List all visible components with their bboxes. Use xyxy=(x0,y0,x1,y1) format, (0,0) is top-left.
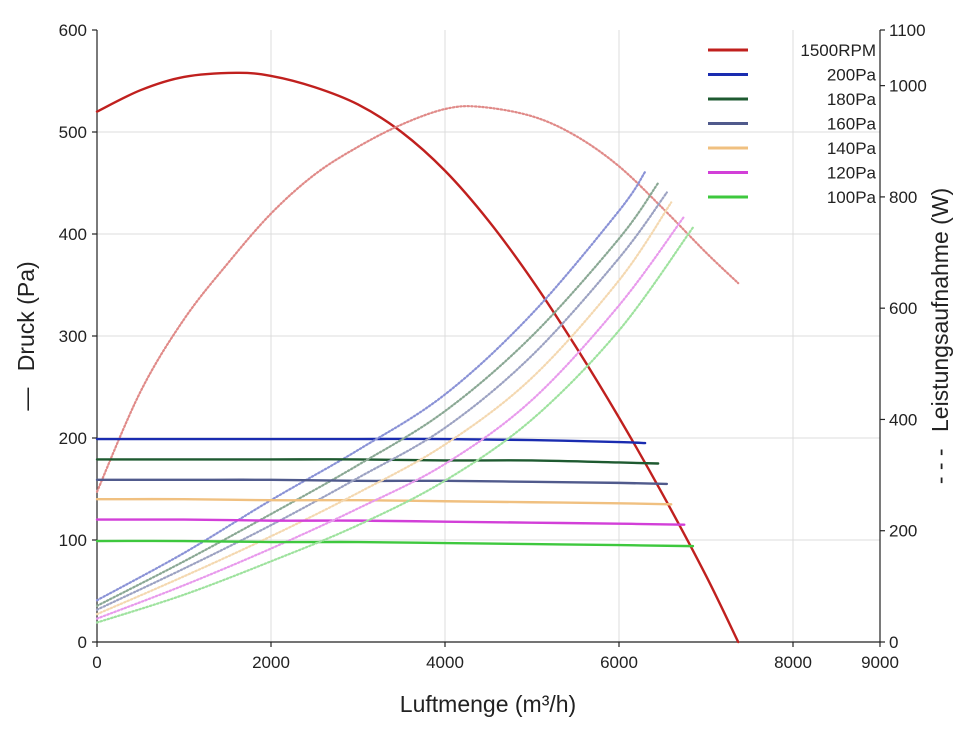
y2-tick-label: 1000 xyxy=(889,77,927,96)
series-line-1500rpm-pressure xyxy=(95,71,740,644)
series-line-140pa-pressure xyxy=(95,497,673,506)
series-line-160pa-pressure xyxy=(95,478,669,486)
y-tick-label: 100 xyxy=(59,531,87,550)
svg-text:- - - Leistungsaufnahm: - - - Leistungsaufnahme (W) xyxy=(927,188,953,484)
legend-label-100pa: 100Pa xyxy=(827,188,877,207)
legend: 1500RPM 200Pa 180Pa 160Pa 140Pa 120Pa 100Pa xyxy=(708,41,877,207)
legend-label-120pa: 120Pa xyxy=(827,164,877,183)
series xyxy=(95,71,740,644)
legend-label-1500rpm: 1500RPM xyxy=(800,41,876,60)
grid xyxy=(97,30,880,642)
y-tick-label: 0 xyxy=(78,633,87,652)
y2-tick-label: 0 xyxy=(889,633,898,652)
series-line-180pa-pressure xyxy=(95,458,660,465)
right-axis-title-group: - - - Leistungsaufnahme (W) xyxy=(927,188,953,484)
x-tick-label: 0 xyxy=(92,653,101,672)
left-axis-title-prefix: — xyxy=(13,388,39,411)
right-axis-title: Leistungsaufnahme (W) xyxy=(927,188,953,432)
series-line-120pa-power xyxy=(95,215,686,620)
series-line-180pa-power xyxy=(95,181,660,607)
series-line-100pa-power xyxy=(95,226,695,624)
legend-label-180pa: 180Pa xyxy=(827,90,877,109)
y-tick-label: 200 xyxy=(59,429,87,448)
left-axis-title-group: — Druck (Pa) xyxy=(13,261,39,410)
y2-tick-label: 800 xyxy=(889,188,917,207)
legend-label-200pa: 200Pa xyxy=(827,66,877,85)
x-tick-label: 4000 xyxy=(426,653,464,672)
series-line-1500rpm-power xyxy=(95,105,740,493)
svg-text:— Druck (Pa): — Druck (Pa) xyxy=(13,261,39,410)
right-axis-title-prefix: - - - xyxy=(927,448,953,484)
series-line-160pa-power xyxy=(95,191,668,611)
y-tick-label: 500 xyxy=(59,123,87,142)
series-line-100pa-pressure xyxy=(95,539,695,548)
series-line-140pa-power xyxy=(95,201,673,616)
y2-tick-label: 600 xyxy=(889,299,917,318)
y2-tick-label: 200 xyxy=(889,522,917,541)
x-tick-label: 9000 xyxy=(861,653,899,672)
legend-label-140pa: 140Pa xyxy=(827,139,877,158)
y-tick-label: 300 xyxy=(59,327,87,346)
left-axis-title: Druck (Pa) xyxy=(13,261,39,371)
tick-labels: 0 2000 4000 6000 8000 90000100200300400500600… xyxy=(59,21,927,672)
x-tick-label: 8000 xyxy=(774,653,812,672)
series-line-120pa-pressure xyxy=(95,518,686,526)
y2-tick-label: 400 xyxy=(889,410,917,429)
x-axis-title: Luftmenge (m³/h) xyxy=(400,691,576,717)
x-tick-label: 2000 xyxy=(252,653,290,672)
y2-tick-label: 1100 xyxy=(889,21,926,40)
y-tick-label: 400 xyxy=(59,225,87,244)
series-line-200pa-power xyxy=(95,170,647,602)
legend-label-160pa: 160Pa xyxy=(827,115,877,134)
y-tick-label: 600 xyxy=(59,21,87,40)
x-tick-label: 6000 xyxy=(600,653,638,672)
series-line-200pa-pressure xyxy=(95,437,647,445)
